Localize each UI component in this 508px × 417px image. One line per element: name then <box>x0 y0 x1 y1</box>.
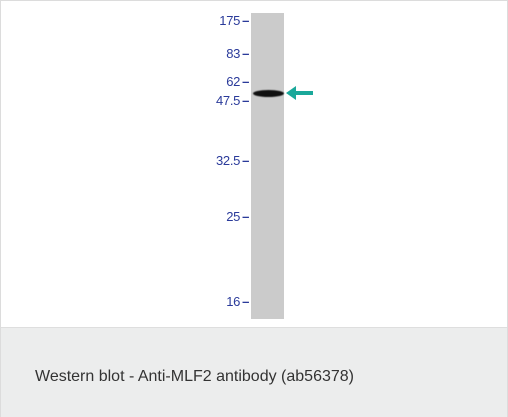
figure-caption: Western blot - Anti-MLF2 antibody (ab563… <box>1 327 507 417</box>
marker-25: 25– <box>226 209 249 224</box>
marker-62: 62– <box>226 74 249 89</box>
marker-32-5: 32.5– <box>215 153 249 168</box>
marker-label: 175 <box>219 13 241 28</box>
marker-label: 25 <box>226 209 241 224</box>
marker-label: 62 <box>226 74 241 89</box>
marker-83: 83– <box>226 46 249 61</box>
western-blot-image: 175– 83– 62– 47.5– 32.5– 25– 16– <box>1 1 507 327</box>
marker-16: 16– <box>226 294 249 309</box>
arrow-left-icon <box>286 86 313 100</box>
gel-lane <box>251 13 284 319</box>
marker-label: 83 <box>226 46 241 61</box>
marker-label: 47.5 <box>215 93 241 108</box>
marker-175: 175– <box>219 13 249 28</box>
protein-band <box>253 90 284 97</box>
marker-label: 32.5 <box>215 153 241 168</box>
marker-label: 16 <box>226 294 241 309</box>
caption-text: Western blot - Anti-MLF2 antibody (ab563… <box>35 368 354 385</box>
marker-47-5: 47.5– <box>215 93 249 108</box>
